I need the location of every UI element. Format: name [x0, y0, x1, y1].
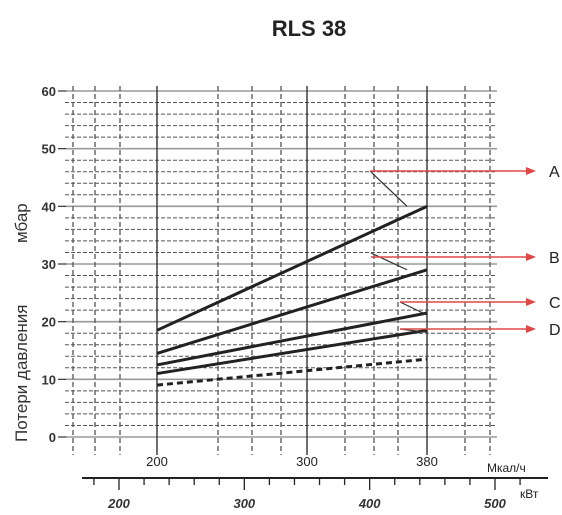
- y-tick-label: 20: [42, 315, 56, 330]
- x-tick-label: 200: [146, 454, 168, 469]
- chart-title: RLS 38: [272, 16, 347, 41]
- series-line-a: [156, 204, 428, 332]
- y-tick-label: 0: [49, 430, 56, 445]
- series-pointers: A B CD: [369, 164, 561, 339]
- series-line-b: [156, 268, 428, 355]
- kw-tick-label: 500: [484, 496, 506, 511]
- y-tick-label: 50: [42, 142, 56, 157]
- y-axis-label-unit: мбар: [12, 203, 31, 243]
- y-axis-ticks: 0 10 20 30 40 50 60: [42, 84, 66, 445]
- pointer-arrow-head: [526, 298, 536, 306]
- series-line-d: [156, 328, 428, 376]
- y-tick-label: 60: [42, 84, 56, 99]
- series-label-a: A: [549, 164, 560, 181]
- pointer-leader: [369, 170, 408, 207]
- x-unit-top: Мкал/ч: [487, 461, 526, 475]
- y-axis-label-main: Потери давления: [12, 304, 31, 442]
- series-label-c: C: [549, 295, 561, 312]
- kw-tick-label: 400: [358, 496, 381, 511]
- x-axis-ticks: 200 300 380 200 300 400 500: [82, 454, 548, 511]
- kw-tick-label: 300: [233, 496, 255, 511]
- kw-tick-label: 200: [107, 496, 130, 511]
- y-tick-label: 30: [42, 257, 56, 272]
- series-label-d: D: [549, 322, 561, 339]
- x-tick-label: 380: [416, 454, 438, 469]
- series-lines: [156, 204, 428, 387]
- series-line-c: [156, 311, 428, 367]
- series-label-b: B: [549, 250, 560, 267]
- pointer-arrow-head: [526, 325, 536, 333]
- pointer-leader: [370, 252, 408, 271]
- x-unit-bottom: кВт: [520, 487, 539, 501]
- y-tick-label: 40: [42, 199, 56, 214]
- pointer-arrow-head: [526, 167, 536, 175]
- grid: [65, 86, 497, 455]
- pointer-leader: [399, 301, 428, 316]
- y-tick-label: 10: [42, 372, 56, 387]
- pointer-arrow-head: [526, 253, 536, 261]
- x-tick-label: 300: [296, 454, 318, 469]
- series-line-5: [156, 357, 428, 387]
